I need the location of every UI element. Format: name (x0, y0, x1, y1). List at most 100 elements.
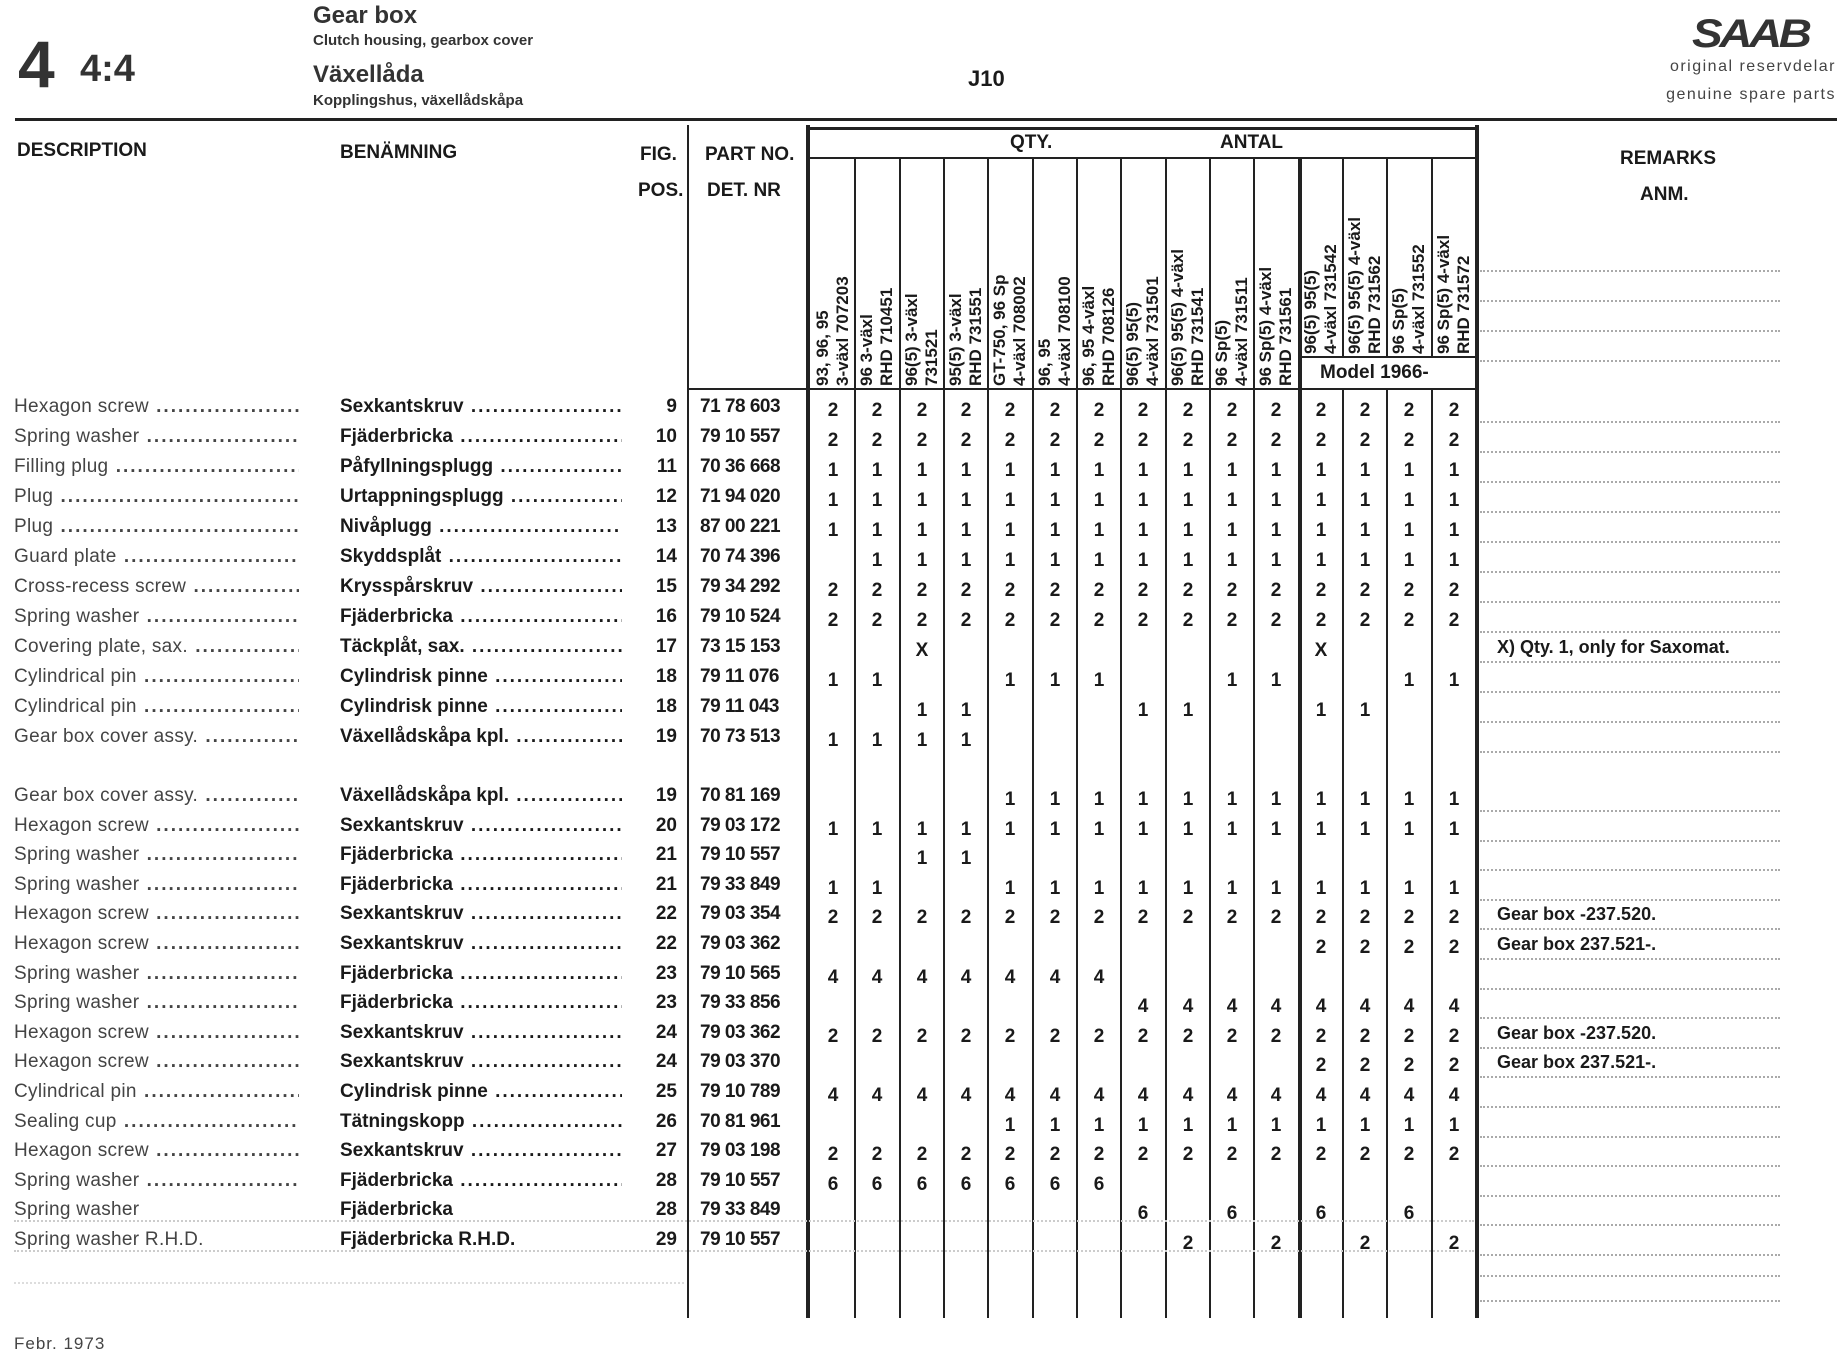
qty-cell: 1 (1049, 460, 1061, 481)
table-row: Spring washer Fjäderbricka 21 79 33 849 1 1 1 1… (0, 870, 1840, 901)
col-benamning: BENÄMNING (340, 142, 458, 163)
qty-cell: 1 (1448, 670, 1460, 691)
row-description: Spring washer (14, 840, 299, 870)
qty-cell: X (1314, 640, 1328, 661)
row-description: Hexagon screw (14, 899, 299, 929)
qty-cell: 1 (1226, 550, 1238, 571)
qty-cell: 1 (1137, 700, 1149, 721)
footer-date: Febr. 1973 (14, 1334, 106, 1353)
qty-cell: 1 (1182, 700, 1194, 721)
row-part-no: 79 33 849 (700, 1199, 781, 1221)
variant-line-1: 96 Sp(5) (1389, 287, 1408, 354)
qty-cell: 4 (1315, 1085, 1327, 1106)
qty-cell: 4 (1403, 996, 1415, 1018)
qty-cell: 2 (1137, 610, 1149, 631)
qty-cell: 1 (1359, 490, 1371, 511)
row-fig-pos: 10 (655, 426, 677, 447)
qty-cell: 1 (1004, 789, 1016, 810)
qty-cell: 2 (1448, 610, 1460, 631)
variant-line-2: 3-växl 707203 (833, 276, 852, 386)
table-row: Spring washer R.H.D. Fjäderbricka R.H.D. 2… (0, 1225, 1840, 1256)
qty-cell: 1 (1270, 670, 1282, 691)
qty-cell: 2 (1226, 400, 1238, 421)
qty-cell: 4 (1448, 996, 1460, 1018)
qty-col-right-line (1475, 125, 1479, 1318)
row-part-no: 79 11 043 (700, 696, 779, 717)
remarks-guide-line (1480, 481, 1780, 483)
qty-cell: 2 (1226, 1144, 1238, 1166)
row-description: Hexagon screw (14, 1018, 299, 1048)
qty-cell: 1 (1403, 490, 1415, 511)
row-description: Cylindrical pin (14, 692, 299, 722)
qty-cell: 1 (871, 550, 883, 571)
row-description: Spring washer (14, 422, 299, 452)
qty-cell: 1 (1448, 460, 1460, 481)
qty-cell: 2 (1315, 1055, 1327, 1077)
qty-cell: 2 (1448, 400, 1460, 421)
variant-header: 96(5) 95(5) 4-växl RHD 731541 (1168, 162, 1210, 386)
qty-cell: 1 (1315, 1114, 1327, 1136)
variant-header: GT-750, 96 Sp 4-växl 708002 (990, 162, 1032, 387)
table-row: Filling plugPåfyllningsplugg1170 36 6681… (0, 452, 1840, 483)
row-part-no: 79 10 557 (700, 426, 781, 447)
row-description: Sealing cup (14, 1107, 299, 1137)
part-col-left-line (687, 125, 689, 1318)
qty-column-line (899, 158, 901, 1318)
qty-cell: 4 (1226, 996, 1238, 1018)
qty-cell: 1 (1359, 1114, 1371, 1136)
row-part-no: 79 03 198 (700, 1140, 781, 1162)
remarks-guide-line (1480, 1275, 1780, 1277)
qty-cell: 2 (1137, 430, 1149, 451)
qty-cell: 4 (1403, 1085, 1415, 1106)
row-fig-pos: 22 (655, 903, 677, 925)
qty-cell: 2 (1448, 430, 1460, 451)
qty-cell: 1 (1448, 550, 1460, 571)
qty-cell: 4 (1004, 966, 1016, 988)
variant-line-1: 96(5) 3-växl (902, 293, 921, 386)
row-benamning: Fjäderbricka (340, 602, 622, 632)
qty-cell: 1 (1448, 1114, 1460, 1136)
qty-cell: 1 (1359, 550, 1371, 571)
qty-cell: 2 (960, 430, 972, 451)
qty-cell: 2 (916, 430, 928, 451)
qty-cell: 4 (871, 966, 883, 988)
qty-cell: 1 (1093, 490, 1105, 511)
table-row: Cylindrical pin Cylindrisk pinne 25 79 10 7… (0, 1077, 1840, 1108)
qty-cell: 1 (1049, 818, 1061, 840)
row-benamning: Fjäderbricka (340, 1199, 453, 1221)
qty-cell: 1 (1226, 490, 1238, 511)
qty-cell: 2 (1403, 610, 1415, 631)
qty-cell: 2 (1004, 580, 1016, 601)
remarks-guide-line (1480, 1165, 1780, 1168)
row-benamning: Fjäderbricka (340, 1166, 622, 1196)
variant-line-2: RHD 710451 (877, 287, 896, 386)
row-part-no: 79 10 565 (700, 962, 781, 984)
qty-cell: 1 (1226, 789, 1238, 810)
qty-cell: 6 (1137, 1203, 1149, 1225)
qty-cell: 4 (1093, 966, 1105, 988)
qty-cell: 1 (1403, 520, 1415, 541)
row-fig-pos: 25 (655, 1081, 677, 1102)
qty-cell: 1 (1137, 460, 1149, 481)
table-row: Spring washer Fjäderbricka 16 79 10 524 2 2 2 2… (0, 602, 1840, 633)
qty-cell: 1 (827, 730, 839, 751)
qty-cell: 1 (1315, 520, 1327, 541)
qty-cell: 2 (1270, 610, 1282, 631)
variant-line-2: 4-växl 708100 (1055, 276, 1074, 386)
qty-cell: 1 (1004, 550, 1016, 571)
remarks-guide-line (1480, 631, 1780, 633)
qty-cell: 1 (1004, 877, 1016, 899)
qty-box-top (808, 127, 1478, 130)
qty-cell: 1 (1315, 550, 1327, 571)
qty-cell: 1 (1448, 818, 1460, 840)
row-description: Hexagon screw (14, 811, 299, 841)
qty-cell: 2 (916, 1025, 928, 1047)
qty-cell: 1 (1004, 520, 1016, 541)
dotted-rule (14, 1220, 1474, 1222)
subtitle-en: Clutch housing, gearbox cover (313, 32, 534, 49)
remarks-guide-line (1480, 601, 1780, 603)
variant-line-1: GT-750, 96 Sp (990, 274, 1009, 387)
qty-column-line (1386, 390, 1388, 1318)
qty-cell: 1 (1137, 520, 1149, 541)
qty-cell: 4 (1049, 1085, 1061, 1106)
